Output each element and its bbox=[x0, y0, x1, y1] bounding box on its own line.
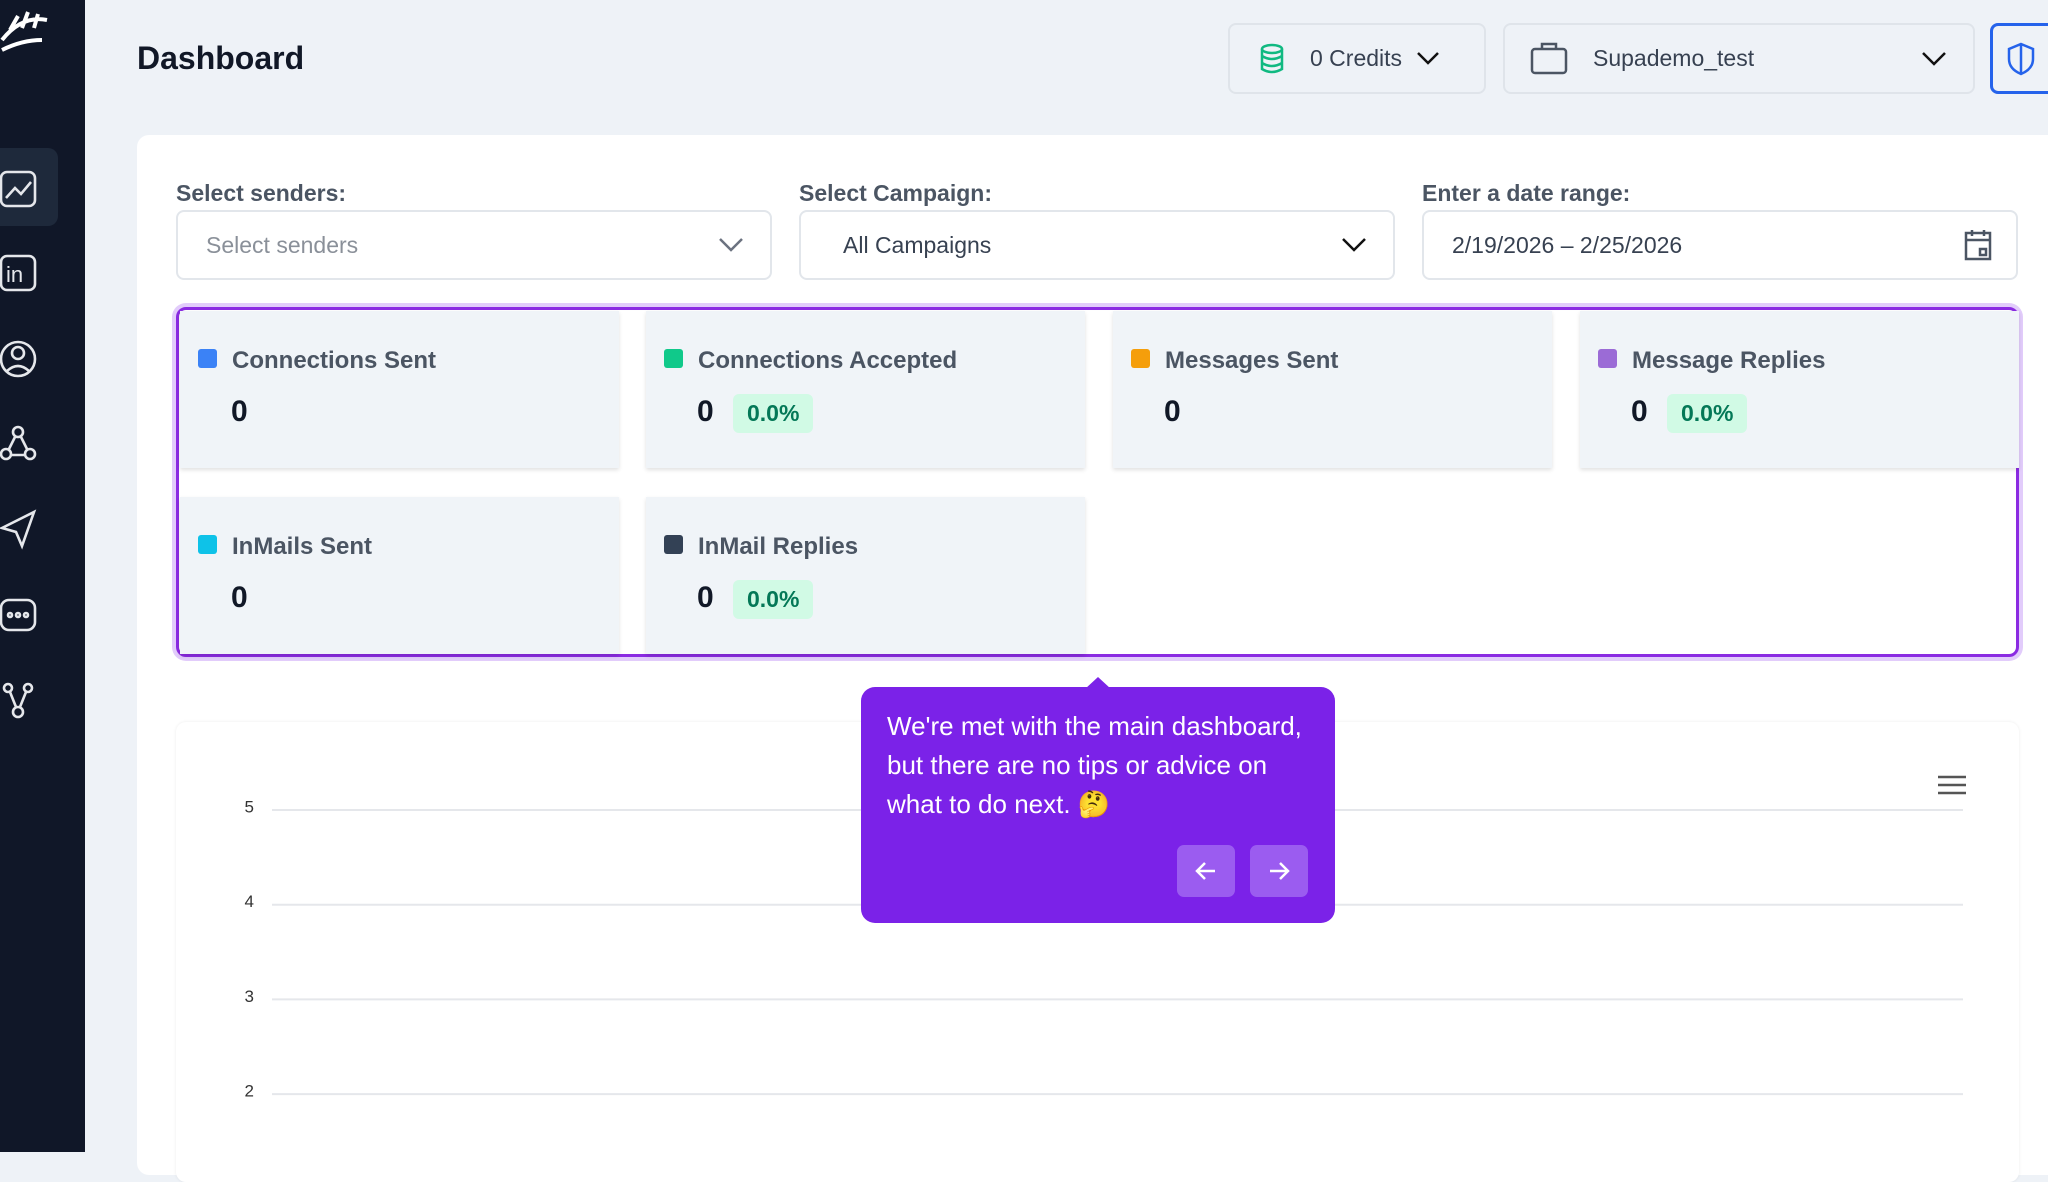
stat-percent: 0.0% bbox=[733, 580, 814, 619]
chart-menu[interactable] bbox=[1936, 774, 1968, 798]
chevron-glyph bbox=[1342, 238, 1366, 252]
credits-icon bbox=[1260, 43, 1284, 73]
credits-label: 0 Credits bbox=[1310, 45, 1403, 71]
y-tick-label: 5 bbox=[245, 797, 254, 816]
stat-color bbox=[198, 349, 217, 368]
stat-label: Connections Sent bbox=[232, 347, 437, 374]
tooltip: We're met with the main dashboard, but t… bbox=[861, 687, 1335, 923]
stat-label: Messages Sent bbox=[1165, 347, 1339, 374]
stat-value: 0 bbox=[697, 581, 714, 614]
chevron bbox=[1922, 51, 1946, 66]
filter-label: Select senders: bbox=[176, 180, 347, 206]
page-title: Dashboard bbox=[137, 40, 305, 76]
prev-icon bbox=[1195, 862, 1215, 880]
security-button[interactable] bbox=[1990, 23, 2048, 94]
stat-label: Connections Accepted bbox=[698, 347, 958, 374]
filter-icon bbox=[1342, 238, 1366, 252]
stats-panel: Connections Sent 0 Connections Accepted 0 0.… bbox=[176, 307, 2019, 657]
stat-value: 0 bbox=[231, 581, 248, 614]
tooltip-pointer bbox=[1085, 677, 1111, 689]
stat-value: 0 bbox=[231, 395, 248, 428]
stat-label: InMails Sent bbox=[232, 533, 373, 560]
stat-card: Message Replies 0 0.0% bbox=[1580, 311, 2019, 468]
filter-label: Enter a date range: bbox=[1422, 180, 1631, 206]
stat-value: 0 bbox=[697, 395, 714, 428]
stat-color bbox=[198, 535, 217, 554]
stat-value: 0 bbox=[1164, 395, 1181, 428]
stat-card: InMail Replies 0 0.0% bbox=[646, 497, 1085, 654]
prev-button[interactable] bbox=[1177, 845, 1235, 897]
chevron-glyph bbox=[719, 238, 743, 252]
credits-button[interactable]: 0 Credits bbox=[1228, 23, 1486, 94]
tooltip-text: We're met with the main dashboard, but t… bbox=[887, 711, 1302, 819]
filter-value: 2/19/2026 – 2/25/2026 bbox=[1452, 231, 1683, 258]
sidebar: in bbox=[0, 0, 85, 1152]
stat-color bbox=[1598, 349, 1617, 368]
stat-card: Connections Sent 0 bbox=[180, 311, 619, 468]
stat-percent: 0.0% bbox=[733, 394, 814, 433]
y-tick-label: 2 bbox=[245, 1082, 254, 1101]
nav-icons: in bbox=[0, 11, 48, 719]
chevron bbox=[1417, 51, 1439, 65]
shield-icon bbox=[2007, 42, 2035, 76]
stat-value: 0 bbox=[1631, 395, 1648, 428]
calendar-glyph bbox=[1964, 230, 1992, 261]
svg-text:in: in bbox=[6, 262, 23, 287]
filter-input[interactable]: 2/19/2026 – 2/25/2026 bbox=[1422, 210, 2018, 280]
stat-card: Connections Accepted 0 0.0% bbox=[646, 311, 1085, 468]
next-icon bbox=[1270, 862, 1290, 880]
stat-label: InMail Replies bbox=[698, 533, 859, 560]
y-tick-label: 4 bbox=[245, 892, 254, 911]
filter-icon bbox=[1964, 230, 1992, 261]
filter-value: All Campaigns bbox=[843, 231, 992, 258]
workspace-button[interactable]: Supademo_test bbox=[1503, 23, 1975, 94]
filter-input[interactable]: All Campaigns bbox=[799, 210, 1395, 280]
stat-color bbox=[664, 535, 683, 554]
workspace-label: Supademo_test bbox=[1593, 45, 1755, 71]
next-button[interactable] bbox=[1250, 845, 1308, 897]
stat-percent: 0.0% bbox=[1667, 394, 1748, 433]
workspace-icon bbox=[1530, 42, 1568, 74]
stat-label: Message Replies bbox=[1632, 347, 1826, 374]
filter-value: Select senders bbox=[206, 231, 359, 258]
stat-color bbox=[664, 349, 683, 368]
filter-input[interactable]: Select senders bbox=[176, 210, 772, 280]
stat-card: InMails Sent 0 bbox=[180, 497, 619, 654]
active-nav bbox=[0, 148, 58, 226]
stat-card: Messages Sent 0 bbox=[1113, 311, 1552, 468]
stat-color bbox=[1131, 349, 1150, 368]
y-tick-label: 3 bbox=[245, 987, 254, 1006]
filter-label: Select Campaign: bbox=[799, 180, 992, 206]
filter-icon bbox=[719, 238, 743, 252]
